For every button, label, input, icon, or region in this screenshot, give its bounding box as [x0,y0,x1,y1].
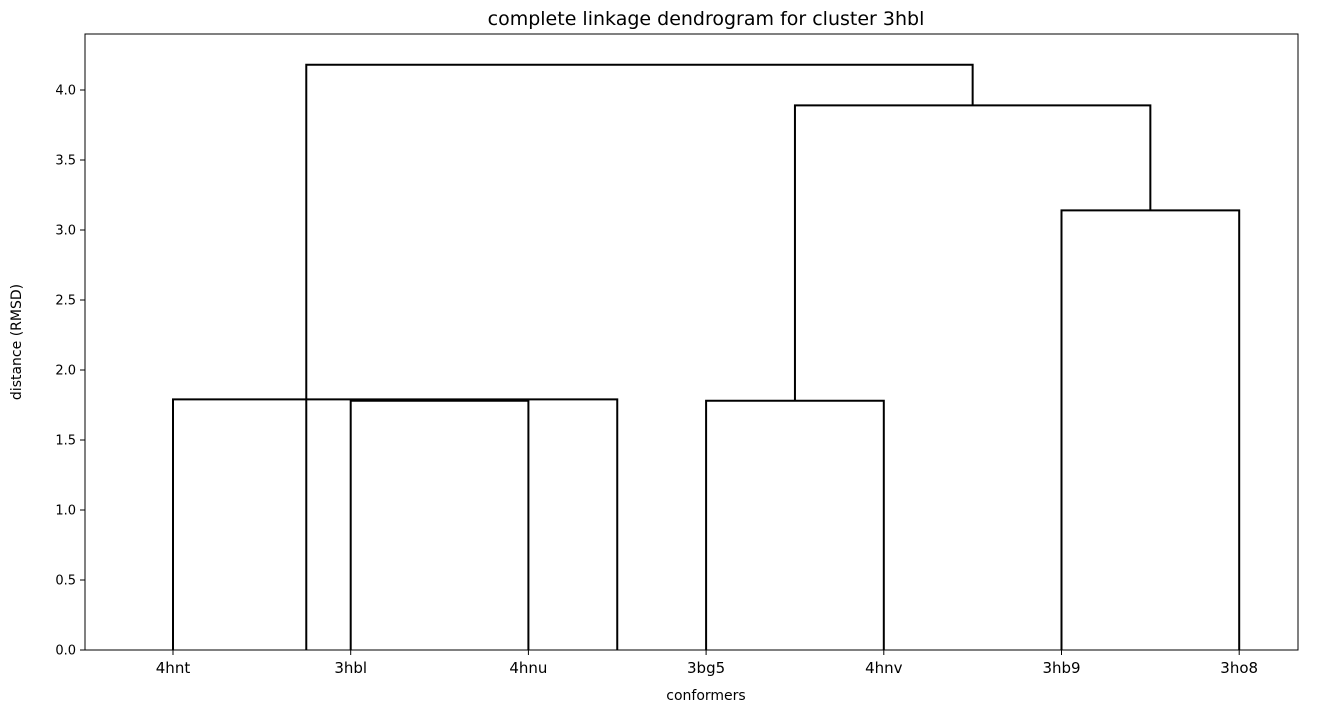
y-tick-label: 0.5 [55,574,76,589]
plot-frame [84,33,1299,651]
dendrogram-links [172,63,1241,650]
chart-title: complete linkage dendrogram for cluster … [488,8,925,30]
dendrogram-link-2 [705,399,885,650]
x-axis-label: conformers [666,688,745,704]
dendrogram-link-3 [1060,209,1241,650]
x-axis: 4hnt 3hbl 4hnu 3bg5 4hnv 3hb9 3ho8 [156,650,1258,677]
leaf-label-3hb9: 3hb9 [1042,659,1080,677]
leaf-label-4hnv: 4hnv [865,659,903,677]
leaf-label-4hnt: 4hnt [156,659,191,677]
dendrogram-link-5 [305,63,974,650]
leaf-label-3ho8: 3ho8 [1220,659,1258,677]
y-tick-label: 4.0 [55,84,76,99]
y-tick-label: 1.0 [55,504,76,519]
leaf-label-3bg5: 3bg5 [687,659,725,677]
dendrogram-link-1 [172,398,619,650]
y-axis-label: distance (RMSD) [9,284,25,400]
y-tick-label: 0.0 [55,644,76,659]
y-tick-label: 1.5 [55,434,76,449]
dendrogram-link-0 [349,399,530,650]
leaf-label-3hbl: 3hbl [334,659,367,677]
y-axis: 0.0 0.5 1.0 1.5 2.0 2.5 3.0 3.5 4.0 [55,84,85,659]
y-tick-label: 3.5 [55,154,76,169]
y-tick-label: 3.0 [55,224,76,239]
y-tick-label: 2.0 [55,364,76,379]
dendrogram-link-4 [793,104,1152,401]
y-tick-label: 2.5 [55,294,76,309]
leaf-label-4hnu: 4hnu [509,659,547,677]
